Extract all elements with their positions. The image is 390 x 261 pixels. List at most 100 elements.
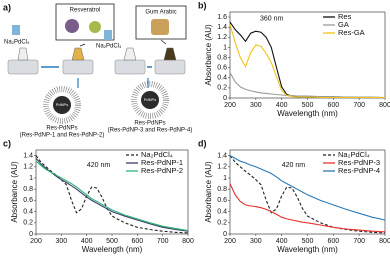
panel-label: c) [3,138,11,148]
y-tick-label: 1.4 [23,152,33,159]
y-tick-label: 0.4 [23,208,33,215]
panel-label: b) [198,0,207,10]
x-axis-label: Wavelength (nm) [277,245,338,254]
y-tick-label: 0.8 [217,54,227,61]
x-tick-label: 200 [30,238,42,245]
x-tick-label: 200 [224,102,236,109]
label: Na₂PdCl₄ [4,40,30,46]
y-tick-label: 0.2 [23,220,33,227]
schematic: a) Resveratrol Gum Arabic Na₂PdCl₄ Na₂Pd… [3,2,192,138]
stirrer [154,59,186,75]
legend-label: Res-PdNP-1 [141,158,183,167]
icon [151,19,169,35]
y-tick-label: 1.6 [217,14,227,21]
legend-label: GA [338,20,349,29]
core-label: PdNPs [56,102,68,107]
x-tick-label: 400 [276,102,288,109]
y-tick-label: 0 [223,95,227,102]
y-tick-label: 0.8 [23,186,33,193]
y-tick-label: 1.2 [23,164,33,171]
legend-label: Res-PdNP-2 [141,166,183,175]
flask [17,47,29,61]
label: (Res-PdNP-1 and Res-PdNP-2) [20,133,105,139]
legend-label: Na₂PdCl₄ [338,150,370,159]
x-tick-label: 800 [379,238,390,245]
x-tick-label: 500 [302,238,314,245]
x-tick-label: 600 [327,238,339,245]
y-tick-label: 0.2 [217,220,227,227]
annotation: 420 nm [87,162,111,169]
x-axis-label: Wavelength (nm) [82,245,143,254]
icon [89,21,101,33]
label: Resveratrol [70,8,101,14]
y-axis-label: Absorbance (AU) [10,161,19,223]
y-tick-label: 1 [223,175,227,182]
y-tick-label: 1.4 [217,24,227,31]
label: Res-PdNPs [46,126,77,132]
legend-label: Res [338,12,352,21]
label: Res-PdNPs [134,121,165,127]
y-tick-label: 1.2 [217,34,227,41]
x-tick-label: 300 [55,238,67,245]
x-tick-label: 600 [131,238,143,245]
y-tick-label: 1.4 [217,152,227,159]
y-tick-label: 0.6 [217,64,227,71]
series-line [35,160,189,232]
y-tick-label: 0.4 [217,208,227,215]
x-tick-label: 400 [276,238,288,245]
shell [43,86,81,124]
y-tick-label: 0.6 [23,197,33,204]
shell [131,81,169,119]
stirrer [62,59,94,75]
x-tick-label: 800 [379,102,390,109]
annotation: 360 nm [260,16,284,23]
plot-frame [229,11,386,99]
icon [104,30,112,40]
x-tick-label: 200 [224,238,236,245]
x-tick-label: 300 [250,238,262,245]
y-tick-label: 1.2 [217,164,227,171]
arrow [77,78,149,88]
y-tick-label: 0 [29,231,33,238]
flask [163,47,177,61]
core [53,96,71,114]
arrow [79,39,167,47]
x-tick-label: 500 [106,238,118,245]
legend-label: Na₂PdCl₄ [141,150,173,159]
y-tick-label: 0.2 [217,85,227,92]
y-tick-label: 1 [223,44,227,51]
flask [123,47,137,61]
series-line [229,24,385,99]
stirrer [114,59,146,75]
series-line [229,72,386,99]
y-tick-label: 0 [223,231,227,238]
legend-label: Res-PdNP-4 [338,166,380,175]
core [141,91,159,109]
box [135,5,187,40]
label: (Res-PdNP-3 and Res-PdNP-4) [108,128,193,134]
series-line [229,155,386,221]
x-tick-label: 500 [302,102,314,109]
icon [65,19,79,33]
y-tick-label: 0.8 [217,186,227,193]
x-tick-label: 300 [250,102,262,109]
x-tick-label: 800 [182,238,194,245]
core-label: PdNPs [144,97,156,102]
panel-label: d) [198,138,207,148]
flask [71,47,85,61]
icon [12,25,20,35]
x-tick-label: 600 [327,102,339,109]
x-tick-label: 700 [157,238,169,245]
annotation: 420 nm [282,162,306,169]
y-axis-label: Absorbance (AU) [204,24,213,86]
y-tick-label: 1 [29,175,33,182]
label: Na₂PdCl₄ [96,44,122,50]
x-tick-label: 700 [353,238,365,245]
x-tick-label: 400 [81,238,93,245]
y-tick-label: 0.6 [217,197,227,204]
label: Gum Arabic [145,10,176,16]
panel-label: a) [3,2,11,12]
legend-label: Res-PdNP-3 [338,158,380,167]
